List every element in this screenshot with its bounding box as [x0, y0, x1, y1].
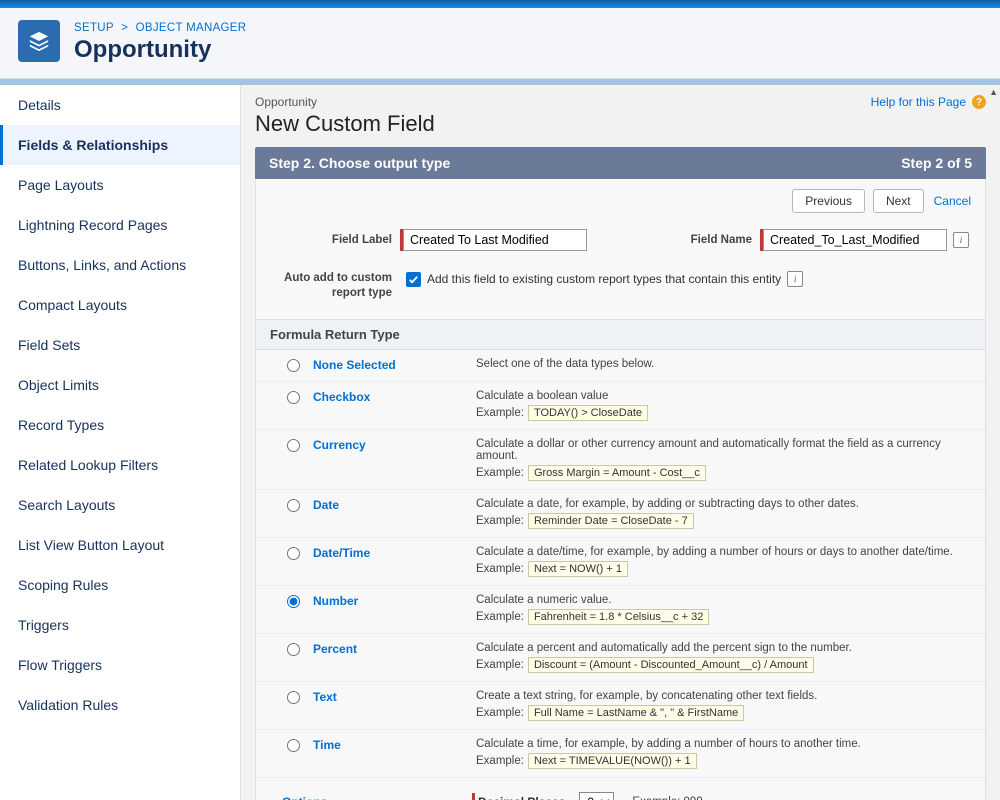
sidebar-item[interactable]: Compact Layouts	[0, 285, 240, 325]
auto-add-label: Auto add to custom report type	[272, 271, 392, 301]
return-type-desc: Calculate a time, for example, by adding…	[476, 738, 967, 750]
return-type-desc: Calculate a date/time, for example, by a…	[476, 546, 967, 558]
breadcrumb-setup[interactable]: SETUP	[74, 22, 114, 34]
field-label-label: Field Label	[272, 234, 392, 246]
object-title: Opportunity	[74, 36, 246, 64]
breadcrumb: SETUP > OBJECT MANAGER	[74, 22, 246, 34]
step-bar: Step 2. Choose output type Step 2 of 5	[255, 147, 986, 179]
options-row: Options Decimal Places 0 Example: 999	[256, 777, 985, 800]
return-type-name[interactable]: Text	[313, 690, 337, 704]
example-label: Example:	[476, 467, 524, 479]
example-label: Example:	[476, 407, 524, 419]
example-formula: Discount = (Amount - Discounted_Amount__…	[528, 657, 814, 673]
auto-add-checkbox[interactable]	[406, 272, 421, 287]
return-type-desc: Calculate a date, for example, by adding…	[476, 498, 967, 510]
example-label: Example:	[476, 659, 524, 671]
return-type-desc: Calculate a percent and automatically ad…	[476, 642, 967, 654]
return-type-name[interactable]: Date/Time	[313, 546, 370, 560]
example-label: Example:	[476, 563, 524, 575]
sidebar-item[interactable]: Triggers	[0, 605, 240, 645]
decimal-example: Example: 999	[632, 796, 702, 800]
sidebar-item[interactable]: Record Types	[0, 405, 240, 445]
help-link-text: Help for this Page	[871, 95, 966, 109]
stack-icon	[28, 30, 50, 52]
return-type-desc: Select one of the data types below.	[476, 358, 967, 370]
page-context: Opportunity	[255, 95, 435, 109]
example-formula: Next = TIMEVALUE(NOW()) + 1	[528, 753, 697, 769]
return-type-name[interactable]: Percent	[313, 642, 357, 656]
return-type-radio[interactable]	[287, 359, 300, 372]
return-type-name[interactable]: None Selected	[313, 358, 396, 372]
next-button[interactable]: Next	[873, 189, 924, 213]
object-icon	[18, 20, 60, 62]
return-type-radio[interactable]	[287, 691, 300, 704]
field-label-input[interactable]	[403, 229, 587, 251]
example-formula: Fahrenheit = 1.8 * Celsius__c + 32	[528, 609, 709, 625]
decimal-places-label: Decimal Places	[478, 795, 565, 800]
decimal-places-select[interactable]: 0	[579, 792, 614, 800]
sidebar-item[interactable]: Details	[0, 85, 240, 125]
return-type-name[interactable]: Checkbox	[313, 390, 370, 404]
info-icon[interactable]: i	[787, 271, 803, 287]
sidebar-item[interactable]: List View Button Layout	[0, 525, 240, 565]
return-type-name[interactable]: Currency	[313, 438, 366, 452]
sidebar-item[interactable]: Related Lookup Filters	[0, 445, 240, 485]
sidebar-item[interactable]: Search Layouts	[0, 485, 240, 525]
sidebar-item[interactable]: Validation Rules	[0, 685, 240, 725]
step-panel: Previous Next Cancel Field Label Field N…	[255, 179, 986, 800]
cancel-button[interactable]: Cancel	[932, 189, 973, 213]
formula-return-type-header: Formula Return Type	[256, 319, 985, 350]
example-formula: Full Name = LastName & ", " & FirstName	[528, 705, 744, 721]
return-type-desc: Calculate a boolean value	[476, 390, 967, 402]
page-title: New Custom Field	[255, 111, 435, 137]
field-name-input[interactable]	[763, 229, 947, 251]
example-formula: Gross Margin = Amount - Cost__c	[528, 465, 706, 481]
return-type-name[interactable]: Time	[313, 738, 341, 752]
sidebar-item[interactable]: Object Limits	[0, 365, 240, 405]
options-label: Options	[282, 795, 462, 800]
window-top-border	[0, 0, 1000, 8]
sidebar-item[interactable]: Fields & Relationships	[0, 125, 240, 165]
example-label: Example:	[476, 707, 524, 719]
example-formula: Reminder Date = CloseDate - 7	[528, 513, 694, 529]
sidebar-item[interactable]: Buttons, Links, and Actions	[0, 245, 240, 285]
return-type-radio[interactable]	[287, 547, 300, 560]
step-title: Step 2. Choose output type	[269, 155, 450, 171]
help-link[interactable]: Help for this Page ?	[871, 95, 986, 109]
page-header: SETUP > OBJECT MANAGER Opportunity	[0, 8, 1000, 79]
return-type-desc: Calculate a dollar or other currency amo…	[476, 438, 967, 462]
return-type-grid: None Selected Select one of the data type…	[256, 350, 985, 777]
help-icon: ?	[972, 95, 986, 109]
return-type-desc: Calculate a numeric value.	[476, 594, 967, 606]
step-progress: Step 2 of 5	[901, 155, 972, 171]
field-name-label: Field Name	[662, 234, 752, 246]
example-label: Example:	[476, 755, 524, 767]
sidebar-item[interactable]: Field Sets	[0, 325, 240, 365]
example-label: Example:	[476, 611, 524, 623]
previous-button[interactable]: Previous	[792, 189, 865, 213]
auto-add-desc: Add this field to existing custom report…	[427, 272, 781, 286]
return-type-radio[interactable]	[287, 739, 300, 752]
return-type-radio[interactable]	[287, 643, 300, 656]
return-type-radio[interactable]	[287, 439, 300, 452]
return-type-radio[interactable]	[287, 595, 300, 608]
sidebar-item[interactable]: Flow Triggers	[0, 645, 240, 685]
return-type-radio[interactable]	[287, 391, 300, 404]
return-type-name[interactable]: Date	[313, 498, 339, 512]
breadcrumb-object-manager[interactable]: OBJECT MANAGER	[136, 22, 247, 34]
return-type-desc: Create a text string, for example, by co…	[476, 690, 967, 702]
example-formula: TODAY() > CloseDate	[528, 405, 648, 421]
sidebar-item[interactable]: Scoping Rules	[0, 565, 240, 605]
example-formula: Next = NOW() + 1	[528, 561, 628, 577]
sidebar-item[interactable]: Lightning Record Pages	[0, 205, 240, 245]
sidebar: DetailsFields & RelationshipsPage Layout…	[0, 85, 241, 800]
return-type-radio[interactable]	[287, 499, 300, 512]
top-button-row: Previous Next Cancel	[256, 179, 985, 223]
return-type-name[interactable]: Number	[313, 594, 358, 608]
example-label: Example:	[476, 515, 524, 527]
sidebar-item[interactable]: Page Layouts	[0, 165, 240, 205]
info-icon[interactable]: i	[953, 232, 969, 248]
